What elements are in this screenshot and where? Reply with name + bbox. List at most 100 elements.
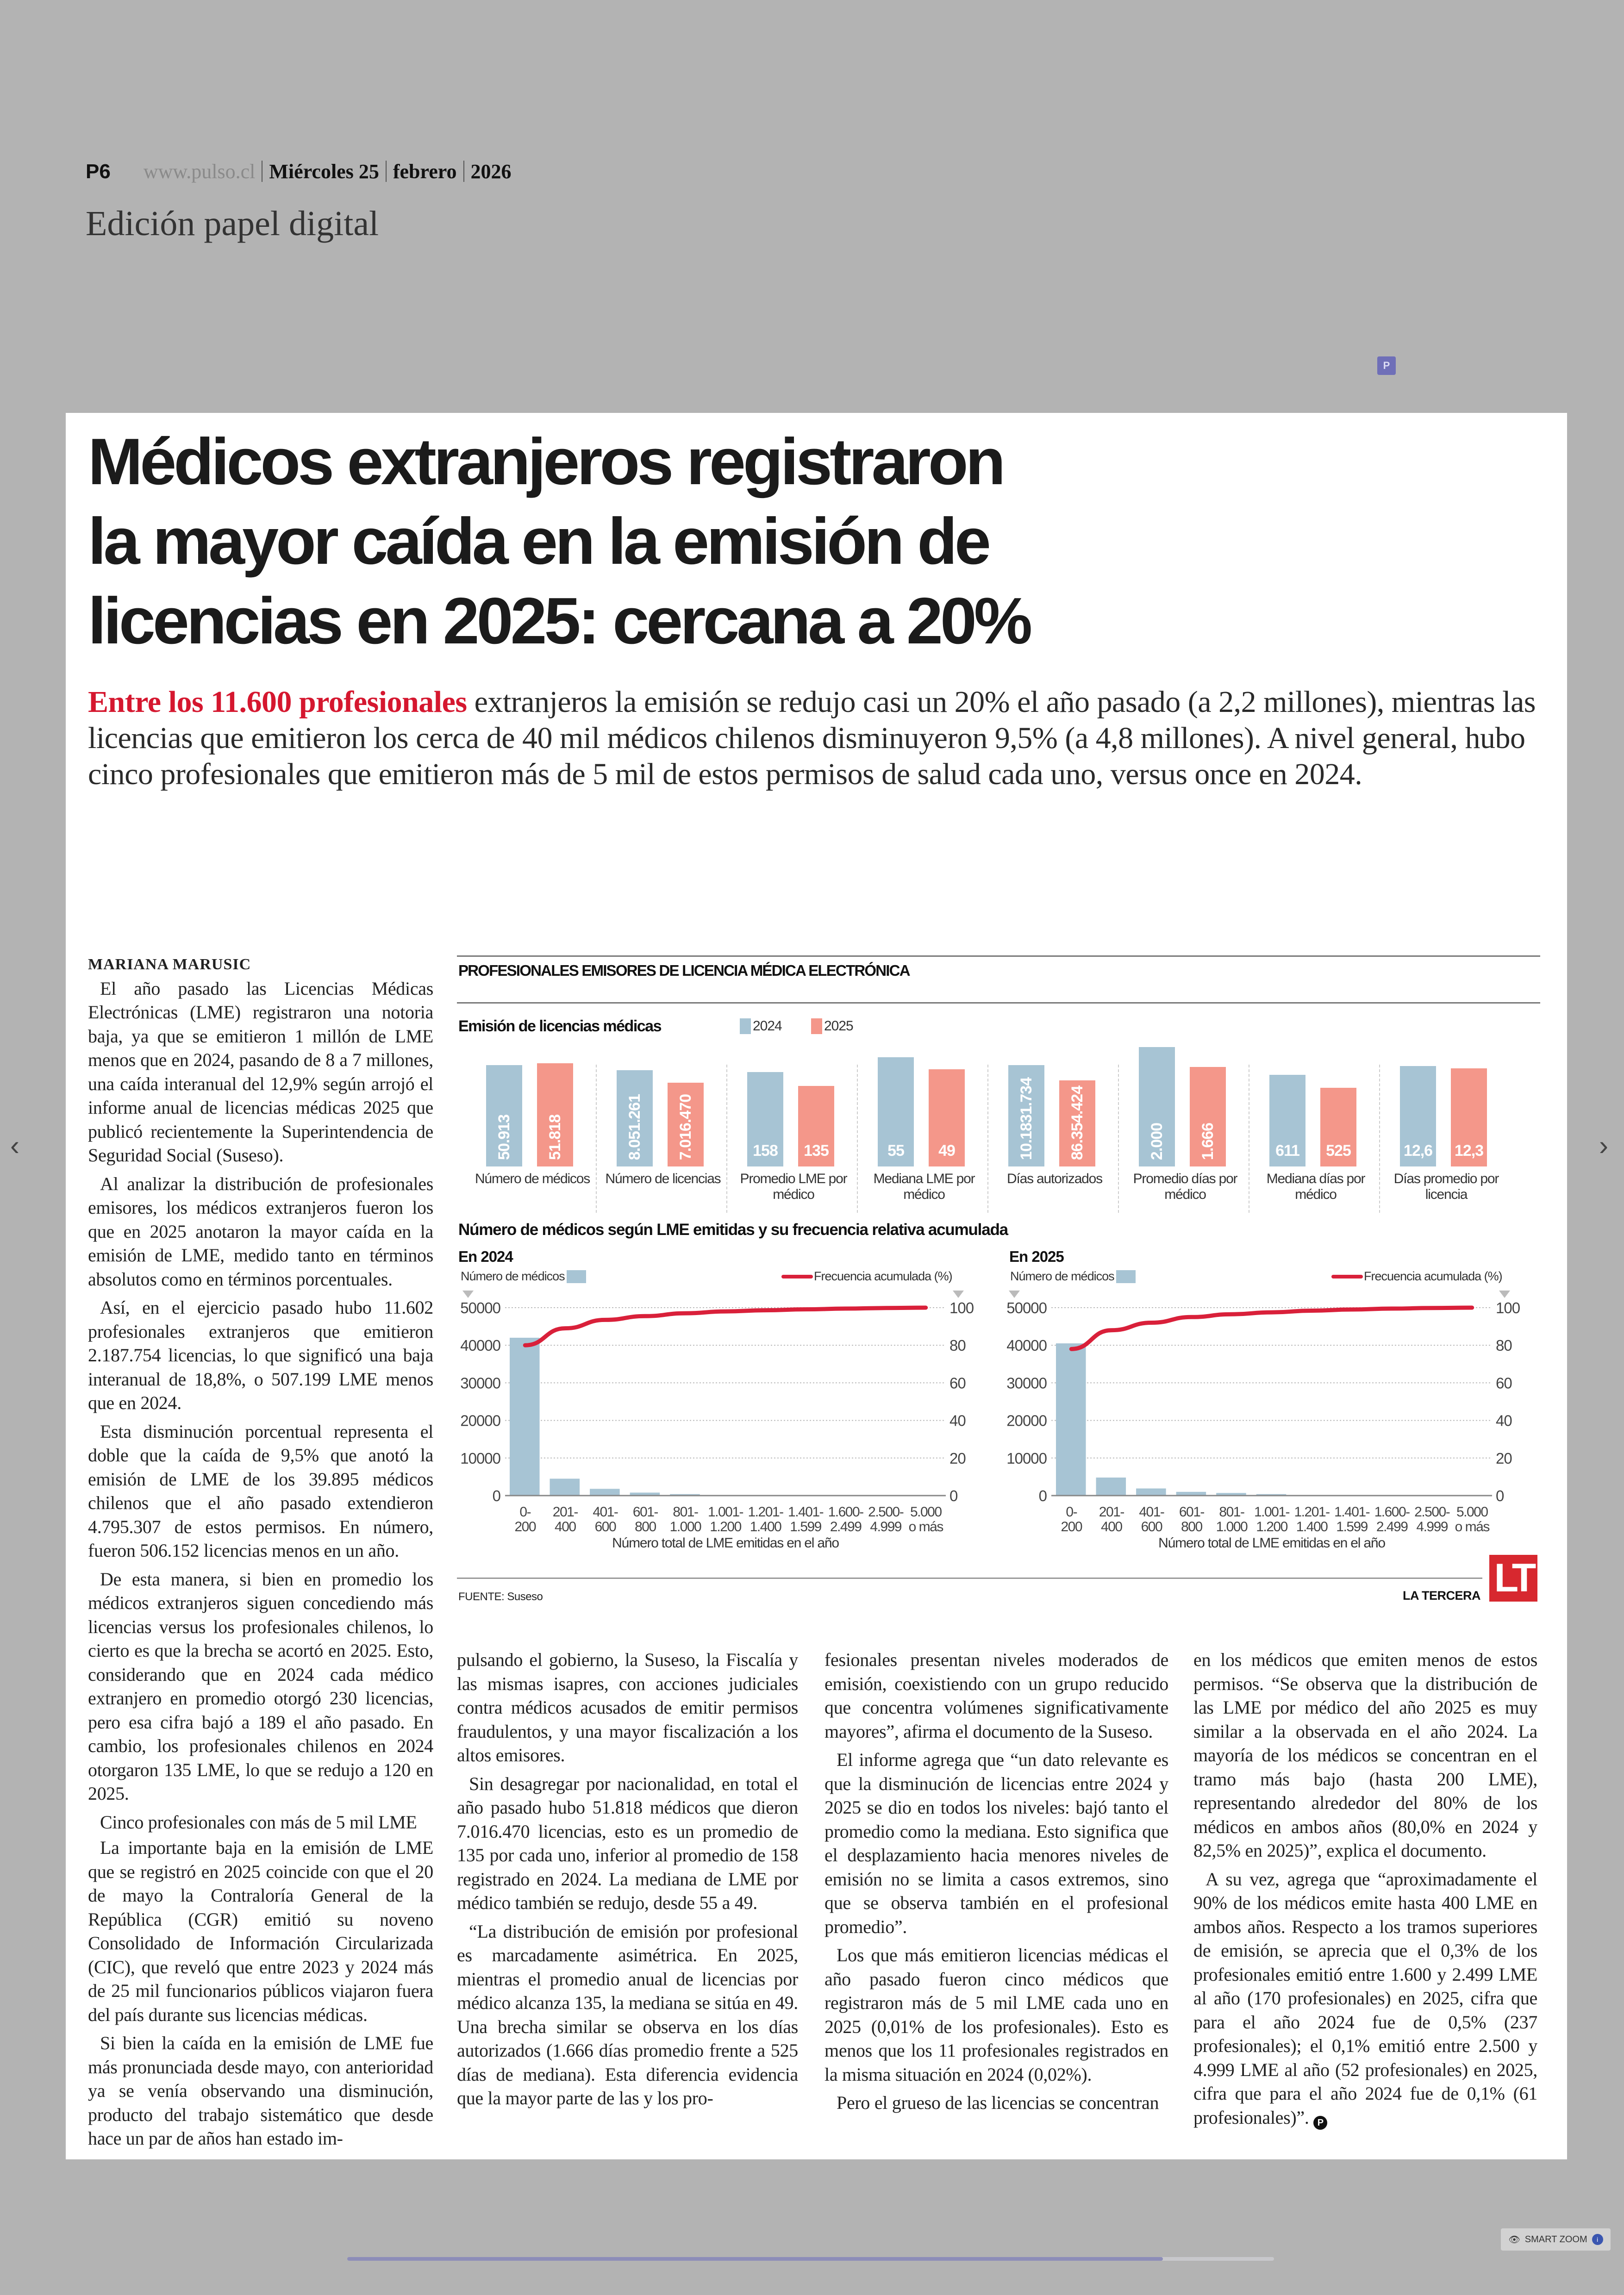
byline: MARIANA MARUSIC <box>88 956 251 973</box>
group-separator <box>1379 1065 1380 1213</box>
smart-zoom-button[interactable]: 👁 SMART ZOOM i <box>1501 2228 1611 2251</box>
headline: Médicos extranjeros registraron la mayor… <box>88 422 1523 661</box>
x-tick-label: 1.600- <box>828 1504 864 1520</box>
subheading: Cinco profesionales con más de 5 mil LME <box>100 1811 417 1833</box>
bar-value-label: 2.000 <box>1148 1123 1166 1160</box>
info-badge: i <box>1592 2234 1603 2245</box>
scrollbar-thumb[interactable] <box>347 2257 1163 2261</box>
page-header: P6 www.pulso.cl Miércoles 25 febrero 2026 <box>86 160 512 183</box>
bar-value-label: 55 <box>887 1142 905 1160</box>
x-tick-label: 801- <box>1219 1504 1244 1520</box>
smart-zoom-label: SMART ZOOM <box>1524 2234 1587 2245</box>
histogram-bar <box>1256 1494 1287 1496</box>
histogram-bar <box>590 1489 620 1496</box>
histogram-bar <box>670 1494 700 1496</box>
bar-value-label: 51.818 <box>546 1115 564 1160</box>
category-label: Promedio días por médico <box>1133 1171 1238 1202</box>
eye-icon: 👁 <box>1508 2234 1520 2245</box>
bookmark-icon[interactable]: P <box>1377 356 1396 375</box>
legend-bars: Número de médicos <box>1010 1269 1136 1284</box>
legend-item-2024: 2024 <box>740 1018 782 1034</box>
legend-line: Frecuencia acumulada (%) <box>781 1269 953 1284</box>
paragraph: A su vez, agrega que “aproximadamente el… <box>1193 1867 1537 2130</box>
legend-item-2025: 2025 <box>811 1018 854 1034</box>
category-label: Mediana días por médico <box>1266 1171 1366 1202</box>
x-tick-label: 801- <box>673 1504 698 1520</box>
x-tick-label: 5.000 <box>910 1504 942 1520</box>
bar-2024: 8.051.261 <box>617 1070 653 1166</box>
x-tick-label: o más <box>909 1519 943 1534</box>
legend-label: Frecuencia acumulada (%) <box>814 1269 953 1283</box>
article-column-4: en los médicos que emiten menos de estos… <box>1193 1648 1537 2134</box>
legend-bars: Número de médicos <box>461 1269 586 1284</box>
x-tick-label: 401- <box>1139 1504 1164 1520</box>
x-tick-label: 1.201- <box>1294 1504 1330 1520</box>
legend-swatch <box>1331 1274 1363 1278</box>
bar-2025: 49 <box>929 1069 965 1166</box>
paragraph-text: A su vez, agrega que “aproximadamente el… <box>1193 1868 1537 2128</box>
page-scrollbar[interactable] <box>347 2257 1274 2261</box>
bar-value-label: 7.016.470 <box>677 1094 694 1160</box>
legend-label: Número de médicos <box>1010 1269 1115 1283</box>
bar-group: 8.051.261 7.016.470 Número de licencias <box>596 1037 726 1213</box>
y-tick-label-right: 60 <box>949 1374 966 1391</box>
y-tick-label-right: 20 <box>1496 1450 1512 1467</box>
y-tick-label-right: 20 <box>949 1450 966 1467</box>
category-label: Mediana LME por médico <box>873 1171 975 1202</box>
previous-page-button[interactable]: ‹ <box>10 1130 19 1161</box>
bar-2025: 51.818 <box>537 1063 573 1166</box>
source-note: FUENTE: Suseso <box>458 1590 543 1603</box>
histogram-bar <box>550 1478 580 1496</box>
histogram-2025: 0 0 10000 20 20000 40 30000 60 40000 80 50000 100 0-… <box>1006 1291 1521 1551</box>
bar-2024: 50.913 <box>486 1065 522 1166</box>
bar-2024: 158 <box>747 1072 783 1166</box>
x-tick-label: 2.499 <box>1376 1519 1408 1534</box>
paragraph: Al analizar la distribución de profesion… <box>88 1173 433 1290</box>
x-tick-label: 1.001- <box>1254 1504 1290 1520</box>
histogram-bar <box>1136 1488 1166 1496</box>
divider <box>457 1578 1482 1579</box>
y-tick-label-left: 50000 <box>1006 1299 1047 1316</box>
category-label: Número de licencias <box>605 1171 721 1186</box>
edition-title: Edición papel digital <box>86 204 379 243</box>
histogram-2024-subtitle: En 2024 <box>458 1248 513 1265</box>
y-tick-label-right: 0 <box>949 1487 958 1504</box>
bar-value-label: 12,3 <box>1454 1142 1484 1160</box>
bar-group: 2.000 1.666 Promedio días por médico <box>1118 1037 1249 1213</box>
x-tick-label: 1.599 <box>790 1519 821 1534</box>
article-column-3: fesionales presentan niveles moderados d… <box>824 1648 1168 2120</box>
bar-2025: 12,3 <box>1451 1068 1487 1166</box>
y-tick-label-left: 30000 <box>460 1374 500 1391</box>
bar-value-label: 86.354.424 <box>1068 1085 1086 1160</box>
headline-line: Médicos extranjeros registraron <box>88 425 1006 499</box>
histogram-bar <box>1056 1343 1086 1496</box>
next-page-button[interactable]: › <box>1599 1130 1608 1161</box>
bar-group: 55 49 Mediana LME por médico <box>857 1037 987 1213</box>
y-tick-label-right: 60 <box>1496 1374 1512 1391</box>
article-page <box>66 413 1567 2159</box>
bar-value-label: 1.666 <box>1199 1123 1217 1160</box>
histogram-bar <box>510 1337 540 1496</box>
divider <box>457 955 1540 957</box>
category-label: Promedio LME por médico <box>740 1171 848 1202</box>
axis-arrow-icon <box>953 1291 964 1298</box>
y-tick-label-left: 20000 <box>1006 1412 1047 1429</box>
bar-value-label: 50.913 <box>495 1115 513 1160</box>
bar-2024: 55 <box>878 1057 914 1166</box>
site-url[interactable]: www.pulso.cl <box>143 160 256 183</box>
y-tick-label-left: 40000 <box>460 1337 500 1354</box>
date-year: 2026 <box>470 160 512 183</box>
paragraph: El año pasado las Licencias Médicas Elec… <box>88 978 433 1166</box>
y-tick-label-left: 0 <box>1039 1487 1047 1504</box>
paragraph: fesionales presentan niveles moderados d… <box>824 1649 1168 1742</box>
x-tick-label: 401- <box>593 1504 618 1520</box>
x-tick-label: 201- <box>553 1504 578 1520</box>
x-tick-label: 0- <box>519 1504 531 1520</box>
legend-label: Frecuencia acumulada (%) <box>1364 1269 1503 1283</box>
date-weekday: Miércoles 25 <box>269 160 379 183</box>
bar-group: 10.1831.734 86.354.424 Días autorizados <box>987 1037 1118 1213</box>
x-tick-label: 1.200 <box>1256 1519 1287 1534</box>
x-tick-label: 1.400 <box>1296 1519 1328 1534</box>
y-tick-label-left: 30000 <box>1006 1374 1047 1391</box>
category-label: Días promedio por licencia <box>1393 1171 1499 1202</box>
